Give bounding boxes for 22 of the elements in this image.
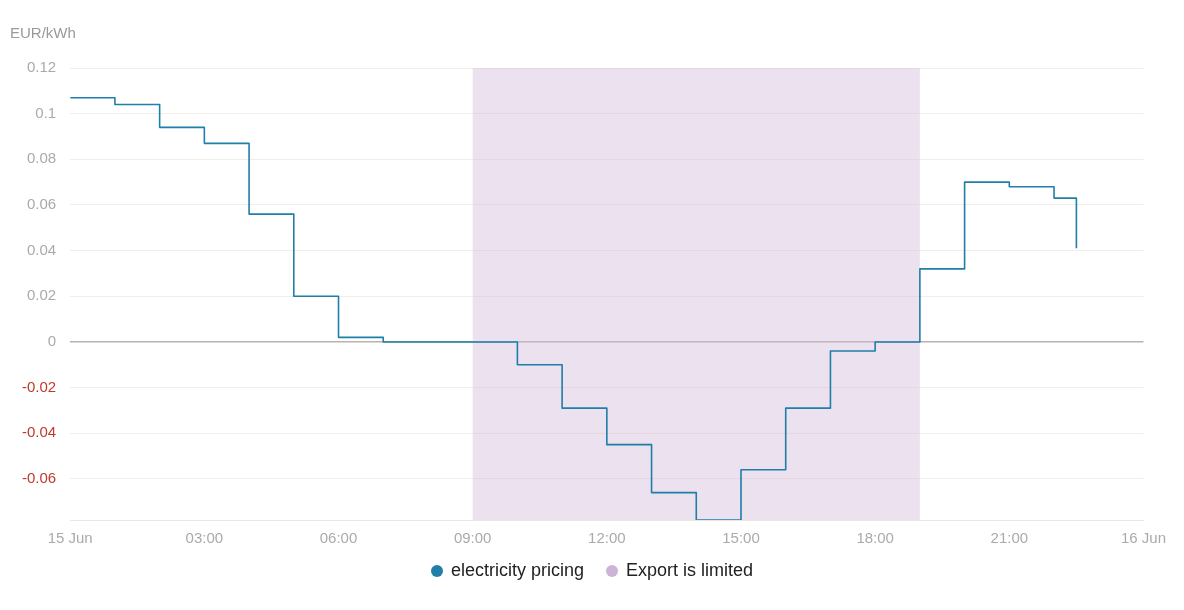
y-axis-title: EUR/kWh xyxy=(10,24,76,41)
y-tick-label: 0.02 xyxy=(26,286,57,304)
y-tick-label: 0.04 xyxy=(26,240,57,258)
x-tick-label: 06:00 xyxy=(319,529,358,547)
y-tick-label: -0.02 xyxy=(21,377,57,395)
x-tick-label: 16 Jun xyxy=(1120,529,1167,547)
x-tick-label: 18:00 xyxy=(856,529,894,547)
x-tick-label: 09:00 xyxy=(453,529,492,547)
x-tick-label: 12:00 xyxy=(588,529,626,547)
y-tick-label: 0 xyxy=(47,332,57,350)
legend-label: Export is limited xyxy=(626,560,754,581)
legend-label: electricity pricing xyxy=(450,560,584,581)
x-tick-label: 21:00 xyxy=(990,529,1029,547)
y-tick-label: -0.06 xyxy=(21,469,57,487)
y-tick-label: 0.1 xyxy=(35,103,57,121)
y-tick-label: -0.04 xyxy=(21,423,57,441)
x-tick-label: 15 Jun xyxy=(47,529,93,547)
x-tick-label: 15:00 xyxy=(722,529,760,547)
y-tick-label: 0.06 xyxy=(26,195,57,213)
y-tick-label: 0.08 xyxy=(26,149,57,167)
y-tick-label: 0.12 xyxy=(26,58,57,76)
x-tick-label: 03:00 xyxy=(185,529,224,547)
